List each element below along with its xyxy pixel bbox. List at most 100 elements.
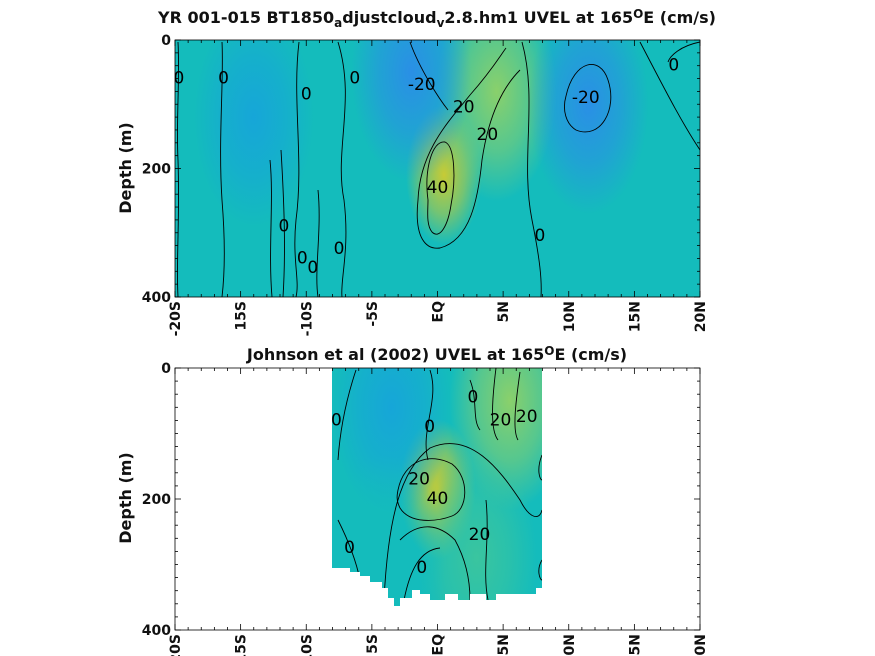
field-feature — [351, 40, 472, 183]
contour-line — [403, 547, 441, 601]
contour-line — [316, 189, 320, 297]
contour-line — [176, 41, 180, 297]
contour-label: 0 — [424, 417, 435, 437]
heatmap-field — [332, 368, 542, 606]
contour-label: 0 — [307, 258, 318, 278]
field-feature — [528, 40, 649, 215]
contour-label: 0 — [344, 538, 355, 558]
x-tick-label: -10S — [299, 301, 315, 336]
contour-line — [417, 47, 507, 201]
y-axis-label: Depth (m) — [116, 122, 135, 214]
x-tick-label: 15N — [627, 634, 643, 656]
contour-label: 0 — [349, 69, 360, 89]
title-segment: v — [437, 16, 445, 30]
contour-line — [469, 379, 481, 431]
contour-label: 0 — [668, 56, 679, 76]
contour-line — [538, 559, 542, 581]
contour-line — [521, 41, 542, 297]
field-feature — [193, 40, 314, 228]
contour-label: 0 — [534, 226, 545, 246]
title-segment: E (cm/s) — [643, 8, 716, 27]
x-tick-label: EQ — [431, 634, 447, 656]
y-axis-label: Depth (m) — [116, 452, 135, 544]
title-segment: a — [334, 16, 342, 30]
title-segment: YR 001-015 BT1850 — [157, 8, 334, 27]
field-feature — [332, 368, 452, 518]
contour-line — [514, 371, 521, 441]
contour-label: 20 — [408, 469, 430, 489]
contour-line — [396, 458, 466, 521]
title-segment: djustcloud — [342, 8, 436, 27]
contour-label: 40 — [427, 489, 449, 509]
contour-line — [639, 41, 700, 151]
heatmap-field — [193, 40, 649, 245]
x-tick-label: 20S — [168, 634, 184, 656]
contour-label: 0 — [218, 69, 229, 89]
x-tick-label: 15S — [234, 634, 250, 656]
contour-line — [337, 369, 357, 461]
chart-title: YR 001-015 BT1850adjustcloudv2.8.hm1 UVE… — [157, 7, 716, 30]
panel-model-uvel: YR 001-015 BT1850adjustcloudv2.8.hm1 UVE… — [116, 7, 716, 337]
x-tick-label: 5N — [496, 301, 512, 322]
contour-line — [383, 443, 542, 601]
y-tick-label: 0 — [161, 361, 171, 377]
y-tick-label: 400 — [142, 623, 171, 639]
y-tick-label: 200 — [142, 492, 171, 508]
x-tick-label: 20N — [693, 634, 709, 656]
contour-line — [220, 41, 225, 297]
title-segment: 2.8.hm1 UVEL at 165 — [444, 8, 633, 27]
chart-title: Johnson et al (2002) UVEL at 165OE (cm/s… — [246, 344, 627, 364]
x-tick-label: 20N — [693, 301, 709, 332]
x-tick-label: 15S — [234, 301, 250, 331]
x-tick-label: 10N — [562, 301, 578, 332]
contour-label: -20 — [572, 88, 600, 108]
title-segment: Johnson et al (2002) UVEL at 165 — [246, 345, 544, 364]
contour-line — [538, 454, 542, 481]
contour-label: 0 — [468, 387, 479, 407]
contour-label: 0 — [331, 410, 342, 430]
contour-lines — [176, 41, 700, 297]
contour-label: 20 — [477, 125, 499, 145]
contour-label: 20 — [469, 525, 491, 545]
contour-label: -20 — [408, 75, 436, 95]
contour-label: 0 — [416, 558, 427, 578]
contour-line — [269, 159, 273, 297]
contour-label: 20 — [516, 407, 538, 427]
x-tick-label: 5N — [496, 634, 512, 655]
x-tick-label: 10N — [562, 634, 578, 656]
y-tick-label: 200 — [142, 162, 171, 178]
contour-label: 20 — [490, 410, 512, 430]
x-tick-label: 10S — [299, 634, 315, 656]
x-tick-label: -20S — [168, 301, 184, 336]
title-segment: O — [544, 344, 554, 358]
contour-label: 0 — [279, 216, 290, 236]
x-tick-label: 15N — [627, 301, 643, 332]
contour-line — [409, 41, 449, 111]
x-tick-label: EQ — [431, 301, 447, 323]
field-feature — [416, 447, 537, 606]
title-segment: E (cm/s) — [554, 345, 627, 364]
contour-label: 0 — [174, 69, 185, 89]
contour-line — [337, 41, 347, 297]
contour-line — [492, 368, 499, 441]
contour-lines — [337, 368, 542, 601]
contour-label: 0 — [301, 85, 312, 105]
contour-line — [667, 41, 700, 63]
y-tick-label: 400 — [142, 290, 171, 306]
contour-label: 40 — [427, 178, 449, 198]
x-tick-label: 5S — [365, 634, 381, 654]
contour-line — [294, 41, 300, 297]
contour-label: 0 — [334, 239, 345, 259]
contour-line — [399, 526, 471, 601]
field-feature — [332, 454, 445, 606]
contour-label: 0 — [297, 248, 308, 268]
x-tick-label: -5S — [365, 301, 381, 327]
panel-observed-uvel: Johnson et al (2002) UVEL at 165OE (cm/s… — [116, 344, 709, 656]
